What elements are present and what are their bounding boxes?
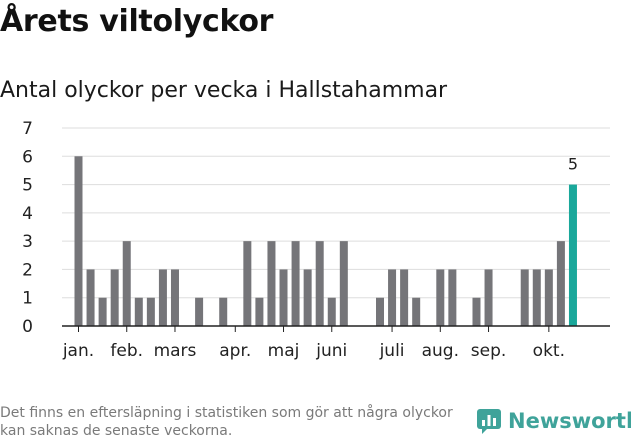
bar-week-4	[110, 269, 119, 326]
x-tick-label: okt.	[533, 341, 565, 361]
bar-week-34	[472, 297, 481, 326]
x-tick-label: mars	[154, 341, 197, 361]
bar-week-22	[327, 297, 336, 326]
y-tick-label: 4	[22, 204, 33, 224]
y-tick-label: 7	[22, 119, 33, 139]
bar-week-31	[436, 269, 445, 326]
bar-week-38	[520, 269, 529, 326]
newsworthy-brand[interactable]: Newsworthy	[476, 408, 631, 434]
chart-subtitle: Antal olyckor per vecka i Hallstahammar	[0, 78, 448, 103]
x-tick-label: aug.	[422, 341, 459, 361]
brand-name: Newsworthy	[508, 409, 631, 433]
bar-week-3	[98, 297, 107, 326]
bar-week-19	[291, 241, 300, 326]
x-tick-label: feb.	[110, 341, 143, 361]
bar-week-13	[219, 297, 228, 326]
bar-week-9	[170, 269, 179, 326]
bar-week-27	[388, 269, 397, 326]
bar-week-5	[122, 241, 131, 326]
x-tick-label: juni	[315, 341, 347, 361]
bar-week-11	[195, 297, 204, 326]
bar-week-39	[532, 269, 541, 326]
y-tick-label: 0	[22, 317, 33, 337]
bar-week-40	[544, 269, 553, 326]
bar-week-2	[86, 269, 95, 326]
bar-week-28	[400, 269, 409, 326]
x-tick-label: apr.	[219, 341, 251, 361]
y-tick-label: 1	[22, 289, 33, 309]
y-tick-label: 3	[22, 232, 33, 252]
bar-week-7	[146, 297, 155, 326]
bar-week-15	[243, 241, 252, 326]
x-tick-label: jan.	[62, 341, 94, 361]
bar-week-42	[568, 184, 577, 326]
newsworthy-logo-icon	[477, 409, 501, 434]
bar-week-35	[484, 269, 493, 326]
bar-week-41	[556, 241, 565, 326]
bar-week-20	[303, 269, 312, 326]
bar-week-6	[134, 297, 143, 326]
y-tick-label: 6	[22, 147, 33, 167]
bar-week-17	[267, 241, 276, 326]
bar-week-23	[339, 241, 348, 326]
x-tick-label: maj	[268, 341, 300, 361]
bar-week-16	[255, 297, 264, 326]
x-tick-label: juli	[379, 341, 405, 361]
highlight-data-label: 5	[568, 155, 578, 174]
footnote: Det finns en eftersläpning i statistiken…	[0, 405, 453, 439]
bar-week-18	[279, 269, 288, 326]
bar-week-32	[448, 269, 457, 326]
bar-week-8	[158, 269, 167, 326]
bar-week-21	[315, 241, 324, 326]
bar-week-26	[376, 297, 384, 326]
weekly-accidents-bar-chart: 0 1 2 3 4 5 6 7 5 jan. feb. mars apr. maj juni juli aug.…	[22, 119, 610, 361]
bar-week-1	[74, 156, 83, 326]
y-tick-label: 5	[22, 176, 33, 196]
chart-title: Årets viltolyckor	[0, 4, 274, 39]
bar-week-29	[412, 297, 421, 326]
y-tick-label: 2	[22, 260, 33, 280]
x-tick-label: sep.	[471, 341, 507, 361]
